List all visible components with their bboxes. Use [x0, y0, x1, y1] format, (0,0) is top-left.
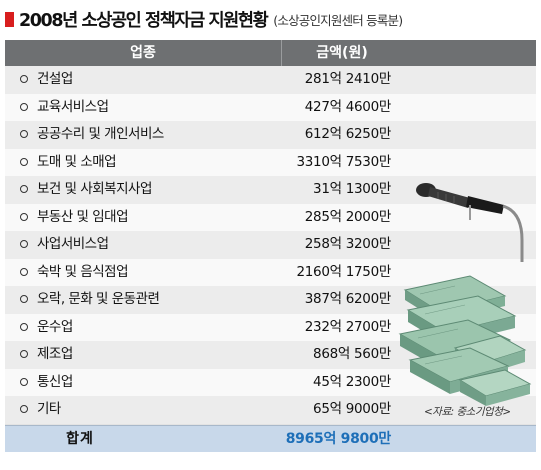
- source-note: <자료: 중소기업청>: [424, 406, 511, 418]
- row-category: 공공수리 및 개인서비스: [37, 126, 164, 142]
- title-marker: [5, 11, 14, 27]
- row-category: 제조업: [37, 346, 73, 362]
- money-stack-icon: [398, 275, 532, 406]
- bullet-circle-icon: [20, 185, 28, 193]
- row-amount: 3310억 7530만: [296, 153, 391, 170]
- table-row: 부동산 및 임대업 285억 2000만: [5, 203, 536, 231]
- microphone-icon: [416, 183, 524, 262]
- table-row: 공공수리 및 개인서비스 612억 6250만: [5, 121, 536, 149]
- bullet-circle-icon: [20, 350, 28, 358]
- bullet-circle-icon: [20, 102, 28, 111]
- total-amount: 8965억 9800만: [285, 431, 392, 447]
- bullet-circle-icon: [20, 130, 28, 138]
- bullet-circle-icon: [20, 212, 28, 221]
- row-category: 교육서비스업: [37, 98, 109, 115]
- page-title: 2008년 소상공인 정책자금 지원현황: [19, 10, 269, 31]
- row-category: 운수업: [37, 318, 73, 335]
- bullet-circle-icon: [20, 75, 28, 83]
- row-amount: 281억 2410만: [304, 71, 392, 87]
- row-amount: 612억 6250만: [304, 126, 392, 142]
- bullet-circle-icon: [20, 157, 28, 166]
- row-amount: 258억 3200만: [304, 236, 392, 252]
- row-amount: 2160억 1750만: [296, 263, 391, 280]
- row-category: 숙박 및 음식점업: [37, 263, 129, 280]
- row-category: 기타: [37, 401, 61, 417]
- bullet-circle-icon: [20, 377, 28, 386]
- bullet-circle-icon: [20, 405, 28, 413]
- total-row: 합계 8965억 9800만: [5, 425, 536, 452]
- row-amount: 31억 1300만: [313, 181, 391, 197]
- row-amount: 45억 2300만: [313, 373, 391, 390]
- table-row: 도매 및 소매업 3310억 7530만: [5, 148, 536, 176]
- row-amount: 285억 2000만: [304, 208, 392, 225]
- row-amount: 232억 2700만: [304, 318, 392, 335]
- row-category: 오락, 문화 및 운동관련: [37, 291, 160, 307]
- table-row: 건설업 281억 2410만: [5, 66, 536, 94]
- bullet-circle-icon: [20, 322, 28, 331]
- title-bar: 2008년 소상공인 정책자금 지원현황 (소상공인지원센터 등록분): [5, 4, 403, 34]
- row-category: 부동산 및 임대업: [37, 208, 129, 225]
- bullet-circle-icon: [20, 240, 28, 248]
- bullet-circle-icon: [20, 295, 28, 303]
- table-row: 사업서비스업 258억 3200만: [5, 231, 536, 259]
- header-divider: [281, 40, 282, 66]
- table-row: 기타 65억 9000만: [5, 396, 536, 424]
- row-category: 건설업: [37, 71, 73, 87]
- page-subtitle: (소상공인지원센터 등록분): [273, 12, 403, 28]
- row-amount: 868억 560만: [313, 346, 391, 362]
- row-amount: 387억 6200만: [304, 291, 392, 307]
- row-category: 보건 및 사회복지사업: [37, 181, 152, 197]
- row-category: 도매 및 소매업: [37, 153, 117, 170]
- table-header: 업종 금액(원): [5, 40, 536, 66]
- bullet-circle-icon: [20, 267, 28, 276]
- row-amount: 427억 4600만: [304, 98, 392, 115]
- table-row: 교육서비스업 427억 4600만: [5, 93, 536, 121]
- total-label: 합계: [66, 431, 94, 447]
- header-amount: 금액(원): [316, 45, 368, 61]
- header-category: 업종: [130, 45, 156, 61]
- row-category: 통신업: [37, 373, 73, 390]
- row-category: 사업서비스업: [37, 236, 109, 252]
- row-amount: 65억 9000만: [313, 401, 391, 417]
